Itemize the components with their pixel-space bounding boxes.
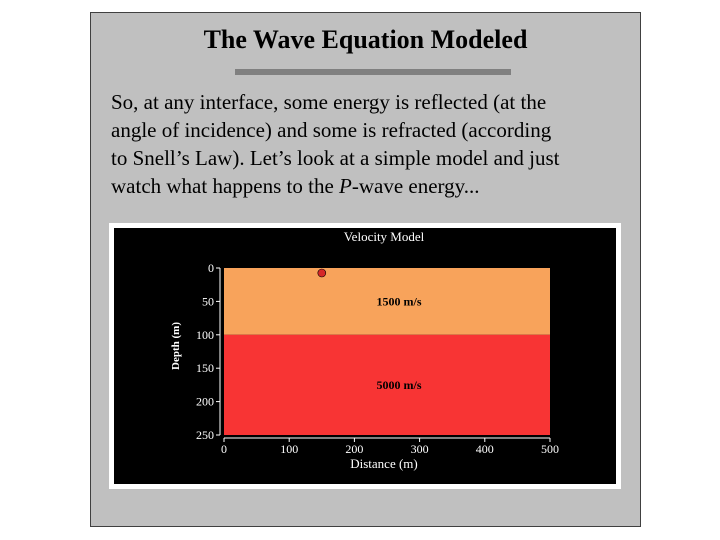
y-tick-label: 100 <box>196 328 214 342</box>
slide: The Wave Equation Modeled So, at any int… <box>90 12 641 527</box>
x-tick-label: 500 <box>541 442 559 456</box>
slide-body-text: So, at any interface, some energy is ref… <box>111 88 636 200</box>
layer-2 <box>224 334 550 435</box>
layer-velocity-label: 1500 m/s <box>377 294 422 308</box>
slide-title: The Wave Equation Modeled <box>203 25 528 54</box>
x-tick-label: 100 <box>280 442 298 456</box>
body-text-emphasis: P <box>339 174 352 198</box>
x-tick-label: 400 <box>476 442 494 456</box>
body-line: angle of incidence) and some is refracte… <box>111 118 552 142</box>
title-divider <box>235 69 511 75</box>
velocity-model-chart: 1500 m/s 5000 m/s 0 50 100 150 200 250 0 100 200 3… <box>114 228 616 484</box>
y-axis-label: Depth (m) <box>170 322 182 370</box>
body-text-post: -wave energy... <box>351 174 480 198</box>
y-tick-label: 0 <box>208 261 214 275</box>
y-tick-label: 150 <box>196 361 214 375</box>
chart-title: Velocity Model <box>344 229 425 244</box>
x-tick-label: 300 <box>411 442 429 456</box>
body-text-pre: watch what happens to the <box>111 174 340 198</box>
x-axis-label: Distance (m) <box>350 456 418 471</box>
x-tick-label: 200 <box>345 442 363 456</box>
velocity-model-figure: 1500 m/s 5000 m/s 0 50 100 150 200 250 0 100 200 3… <box>109 223 621 489</box>
layer-1 <box>224 268 550 335</box>
body-line: to Snell’s Law). Let’s look at a simple … <box>111 146 560 170</box>
body-line: watch what happens to the P-wave energy.… <box>111 172 636 200</box>
y-tick-label: 200 <box>196 395 214 409</box>
y-tick-label: 50 <box>202 294 214 308</box>
body-line: So, at any interface, some energy is ref… <box>111 90 547 114</box>
y-tick-label: 250 <box>196 428 214 442</box>
x-tick-label: 0 <box>221 442 227 456</box>
source-marker <box>317 268 327 278</box>
layer-velocity-label: 5000 m/s <box>377 378 422 392</box>
